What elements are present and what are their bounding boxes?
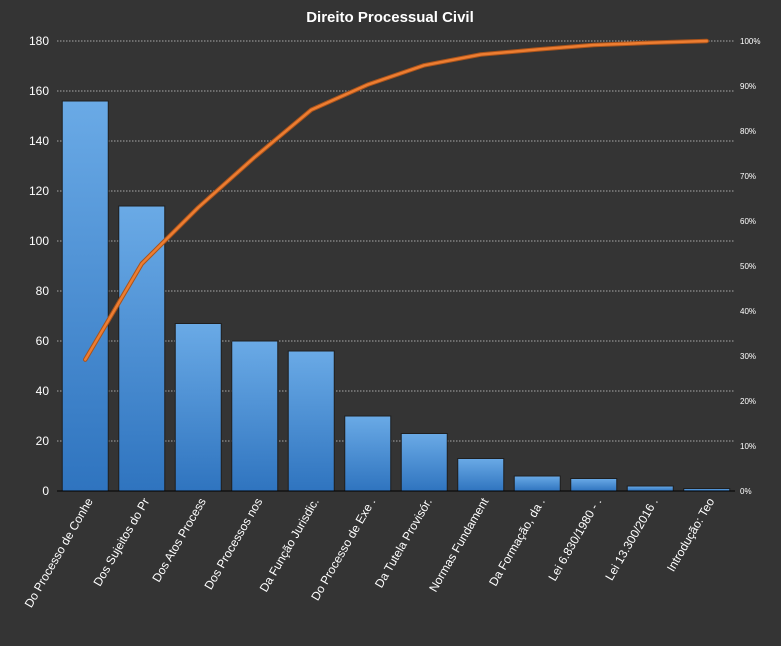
y-tick-label: 140 [29,134,49,148]
x-tick-label: Introdução: Teo [664,495,718,574]
y2-tick-label: 80% [740,127,756,136]
right-axis: 0% 10% 20% 30% 40% 50% 60% 70% 80% 90% 100% [740,37,760,496]
bar [345,416,391,491]
x-tick-label: Dos Atos Process [149,496,208,585]
x-tick-label: Da Formação, da . [486,496,548,589]
y2-tick-label: 40% [740,307,756,316]
y-tick-label: 180 [29,34,49,48]
y-tick-label: 20 [36,434,50,448]
cumulative-line-series [85,41,707,360]
y-tick-label: 40 [36,384,50,398]
bar [514,476,560,491]
x-tick-label: Do Processo de Exe . [308,496,378,604]
x-tick-label: Do Processo de Conhe [22,495,96,610]
x-tick-label: Lei 13.300/2016 . [602,496,660,583]
x-tick-label: Da Função Jurisdic. [257,496,322,595]
y-tick-label: 60 [36,334,50,348]
bar [627,486,673,491]
y2-tick-label: 20% [740,397,756,406]
cumulative-line [85,41,707,360]
chart-title: Direito Processual Civil [306,9,474,26]
bar [288,351,334,491]
bar [175,324,221,492]
y2-tick-label: 100% [740,37,760,46]
left-axis: 0 20 40 60 80 100 120 140 160 180 [29,34,49,498]
x-tick-label: Dos Sujeitos do Pr [91,496,153,589]
y2-tick-label: 70% [740,172,756,181]
x-tick-label: Da Tutela Provisór. [372,496,435,591]
bar [62,101,108,491]
bar-series [62,101,730,491]
y2-tick-label: 0% [740,487,752,496]
x-tick-label: Normas Fundament [426,495,491,594]
y2-tick-label: 10% [740,442,756,451]
y2-tick-label: 60% [740,217,756,226]
y-tick-label: 0 [42,484,49,498]
y-tick-label: 160 [29,84,49,98]
bar [232,341,278,491]
x-tick-label: Lei 6.830/1980 - . [546,496,605,584]
y2-tick-label: 90% [740,82,756,91]
y-tick-label: 100 [29,234,49,248]
line-shadow [85,41,707,360]
y2-tick-label: 50% [740,262,756,271]
y-tick-label: 120 [29,184,49,198]
y2-tick-label: 30% [740,352,756,361]
bar [571,479,617,492]
bar [458,459,504,492]
bar [401,434,447,492]
x-tick-label: Dos Processos nos [202,496,266,593]
y-tick-label: 80 [36,284,50,298]
